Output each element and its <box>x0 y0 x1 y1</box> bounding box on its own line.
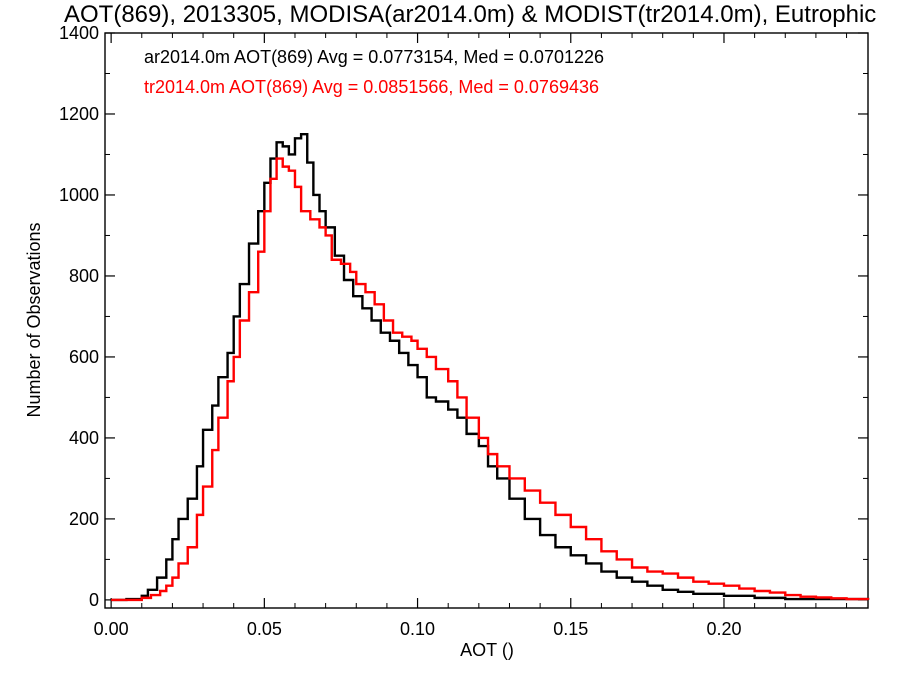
plot-axes <box>104 32 869 609</box>
x-tick-label: 0.10 <box>400 619 435 639</box>
histogram-series-ar2014 <box>111 133 870 602</box>
chart-title: AOT(869), 2013305, MODISA(ar2014.0m) & M… <box>64 1 877 28</box>
plot-frame <box>104 32 869 609</box>
y-axis-label: Number of Observations <box>24 222 44 417</box>
legend-entry-tr2014: tr2014.0m AOT(869) Avg = 0.0851566, Med … <box>144 77 599 97</box>
histogram-series-tr2014 <box>111 157 870 602</box>
y-tick-label: 400 <box>69 428 99 448</box>
x-tick-label: 0.00 <box>94 619 129 639</box>
x-axis-label: AOT () <box>460 640 514 660</box>
y-tick-label: 0 <box>89 590 99 610</box>
x-tick-label: 0.20 <box>706 619 741 639</box>
x-tick-label: 0.15 <box>553 619 588 639</box>
y-tick-label: 1200 <box>59 104 99 124</box>
y-tick-label: 1000 <box>59 185 99 205</box>
y-tick-label: 200 <box>69 509 99 529</box>
x-tick-label: 0.05 <box>247 619 282 639</box>
y-tick-label: 1400 <box>59 23 99 43</box>
y-tick-label: 800 <box>69 266 99 286</box>
series-layer <box>111 133 870 602</box>
tick-labels: 0.00 0.05 0.10 0.15 0.20 0 200 400 600 800 1000 120… <box>59 23 742 639</box>
y-tick-label: 600 <box>69 347 99 367</box>
legend-entry-ar2014: ar2014.0m AOT(869) Avg = 0.0773154, Med … <box>144 47 604 67</box>
